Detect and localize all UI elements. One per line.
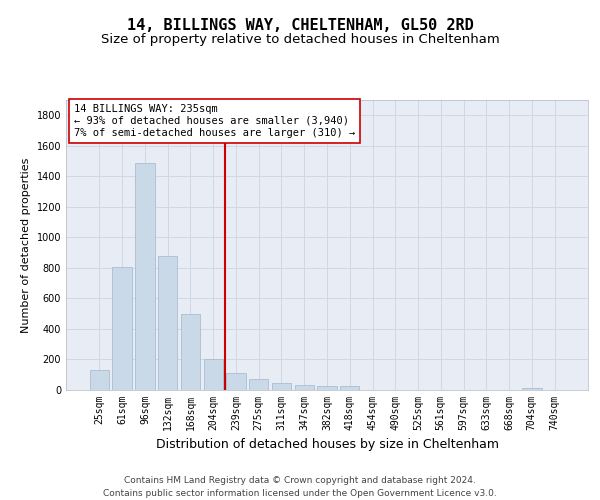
Bar — [249, 380, 268, 390]
Text: 14 BILLINGS WAY: 235sqm
← 93% of detached houses are smaller (3,940)
7% of semi-: 14 BILLINGS WAY: 235sqm ← 93% of detache… — [74, 104, 355, 138]
Bar — [522, 388, 542, 390]
Bar — [226, 373, 245, 390]
Text: 14, BILLINGS WAY, CHELTENHAM, GL50 2RD: 14, BILLINGS WAY, CHELTENHAM, GL50 2RD — [127, 18, 473, 32]
Bar — [340, 386, 359, 390]
X-axis label: Distribution of detached houses by size in Cheltenham: Distribution of detached houses by size … — [155, 438, 499, 452]
Bar — [90, 370, 109, 390]
Bar — [317, 386, 337, 390]
Y-axis label: Number of detached properties: Number of detached properties — [21, 158, 31, 332]
Bar — [181, 314, 200, 390]
Bar — [112, 267, 132, 390]
Bar — [203, 358, 223, 390]
Text: Contains HM Land Registry data © Crown copyright and database right 2024.
Contai: Contains HM Land Registry data © Crown c… — [103, 476, 497, 498]
Bar — [135, 162, 155, 390]
Bar — [295, 384, 314, 390]
Bar — [158, 256, 178, 390]
Bar — [272, 383, 291, 390]
Text: Size of property relative to detached houses in Cheltenham: Size of property relative to detached ho… — [101, 32, 499, 46]
